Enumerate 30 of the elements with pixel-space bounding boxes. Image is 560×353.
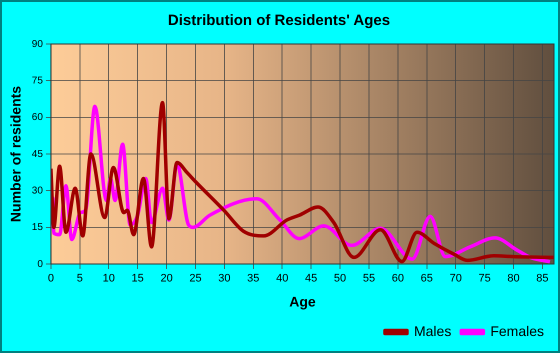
x-axis-title: Age [289, 293, 316, 310]
y-tick-label: 60 [32, 112, 44, 124]
legend-label: Males [414, 322, 452, 339]
x-tick-label: 55 [362, 272, 376, 285]
chart-title: Distribution of Residents' Ages [168, 12, 390, 30]
x-tick-label: 65 [420, 272, 433, 285]
x-tick-label: 35 [247, 272, 260, 285]
x-tick-label: 0 [48, 272, 54, 285]
x-tick-label: 5 [76, 272, 83, 285]
x-tick-label: 60 [392, 272, 404, 285]
legend-label: Females [490, 322, 544, 339]
x-tick-label: 70 [450, 272, 462, 285]
y-tick-label: 15 [32, 222, 44, 234]
y-axis-title: Number of residents [7, 86, 24, 222]
y-tick-label: 45 [32, 148, 44, 160]
x-tick-label: 10 [102, 272, 115, 285]
y-tick-label: 30 [32, 185, 44, 196]
x-tick-label: 30 [218, 272, 231, 285]
x-tick-label: 85 [536, 272, 549, 285]
x-tick-label: 15 [132, 272, 144, 285]
x-tick-label: 80 [507, 272, 520, 285]
y-tick-label: 0 [37, 258, 44, 270]
x-tick-label: 45 [305, 272, 318, 285]
x-tick-label: 75 [478, 272, 491, 285]
y-tick-label: 75 [32, 75, 44, 86]
x-tick-label: 20 [160, 272, 173, 285]
x-tick-label: 25 [189, 272, 202, 285]
x-tick-label: 40 [276, 272, 288, 285]
y-tick-label: 90 [32, 38, 44, 50]
x-tick-label: 50 [334, 272, 346, 285]
